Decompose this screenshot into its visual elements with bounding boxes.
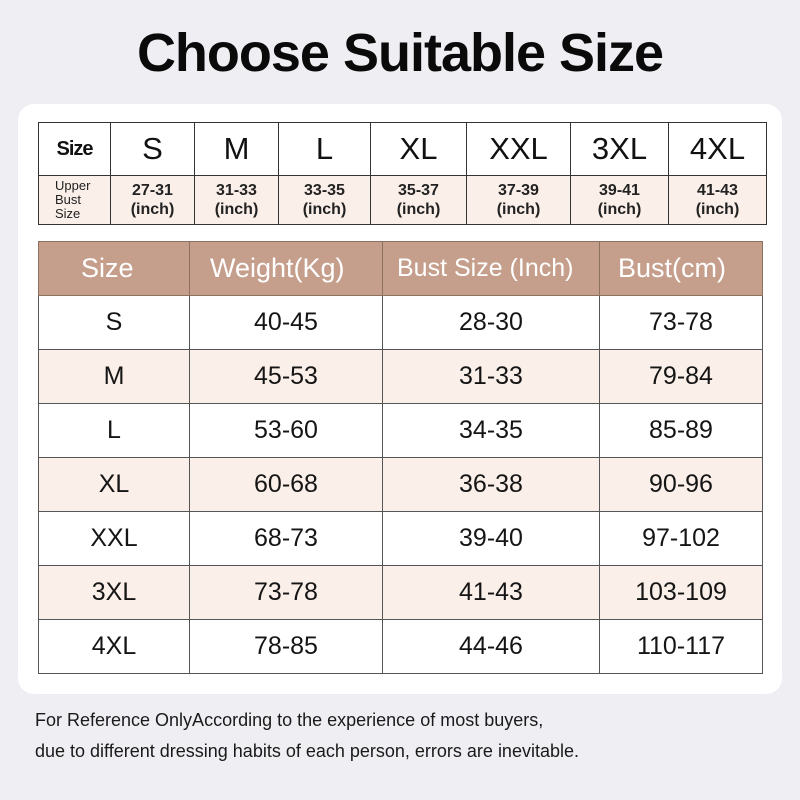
bust-inch-cell: 39-40 — [382, 511, 600, 566]
range-value: 41-43 — [697, 182, 738, 199]
reference-note: due to different dressing habits of each… — [35, 741, 579, 761]
weight-cell: 40-45 — [189, 295, 383, 350]
table-row: L 53-60 34-35 85-89 — [38, 403, 763, 458]
weight-cell: 78-85 — [189, 619, 383, 674]
size-cell: L — [38, 403, 190, 458]
upper-bust-label-line: Bust — [55, 192, 82, 207]
table-row: XXL 68-73 39-40 97-102 — [38, 511, 763, 566]
bust-cm-cell: 90-96 — [599, 457, 763, 512]
range-unit: (inch) — [396, 201, 441, 218]
size-cell: M — [194, 122, 279, 176]
header-bust-cm: Bust(cm) — [599, 241, 763, 296]
range-unit: (inch) — [130, 201, 175, 218]
upper-bust-range-row: Upper Bust Size 27-31 (inch) 31-33 (inch) … — [38, 175, 767, 225]
range-value: 33-35 — [304, 182, 345, 199]
size-cell: 3XL — [570, 122, 669, 176]
bust-cm-cell: 110-117 — [599, 619, 763, 674]
weight-cell: 73-78 — [189, 565, 383, 620]
range-cell: 39-41 (inch) — [570, 175, 669, 225]
range-value: 39-41 — [599, 182, 640, 199]
range-unit: (inch) — [695, 201, 740, 218]
bust-inch-cell: 28-30 — [382, 295, 600, 350]
table-row: 3XL 73-78 41-43 103-109 — [38, 565, 763, 620]
range-value: 27-31 — [132, 182, 173, 199]
page-title: Choose Suitable Size — [136, 23, 664, 83]
reference-note: For Reference OnlyAccording to the exper… — [35, 710, 544, 730]
range-unit: (inch) — [597, 201, 642, 218]
weight-cell: 53-60 — [189, 403, 383, 458]
range-unit: (inch) — [214, 201, 259, 218]
bust-inch-cell: 31-33 — [382, 349, 600, 404]
range-cell: 41-43 (inch) — [668, 175, 767, 225]
table-row: XL 60-68 36-38 90-96 — [38, 457, 763, 512]
size-cell: L — [278, 122, 371, 176]
range-value: 31-33 — [216, 182, 257, 199]
size-cell: XL — [370, 122, 467, 176]
header-weight: Weight(Kg) — [189, 241, 383, 296]
range-cell: 37-39 (inch) — [466, 175, 571, 225]
bust-inch-cell: 36-38 — [382, 457, 600, 512]
size-cell: 3XL — [38, 565, 190, 620]
size-cell: M — [38, 349, 190, 404]
upper-bust-label-line: Upper — [55, 178, 91, 193]
weight-cell: 68-73 — [189, 511, 383, 566]
upper-bust-size-row: Size S M L XL XXL 3XL 4XL — [38, 122, 767, 176]
size-table: Size Weight(Kg) Bust Size (Inch) Bust(cm… — [38, 241, 763, 674]
size-cell: XXL — [38, 511, 190, 566]
range-cell: 27-31 (inch) — [110, 175, 195, 225]
bust-cm-cell: 79-84 — [599, 349, 763, 404]
range-cell: 35-37 (inch) — [370, 175, 467, 225]
size-label: Size — [38, 122, 111, 176]
range-value: 35-37 — [398, 182, 439, 199]
bust-cm-cell: 73-78 — [599, 295, 763, 350]
bust-inch-cell: 34-35 — [382, 403, 600, 458]
header-bust-inch: Bust Size (Inch) — [382, 241, 600, 296]
upper-bust-label-line: Size — [55, 206, 81, 221]
bust-cm-cell: 85-89 — [599, 403, 763, 458]
size-table-header-row: Size Weight(Kg) Bust Size (Inch) Bust(cm… — [38, 241, 763, 296]
size-cell: S — [110, 122, 195, 176]
range-unit: (inch) — [496, 201, 541, 218]
table-row: M 45-53 31-33 79-84 — [38, 349, 763, 404]
table-row: S 40-45 28-30 73-78 — [38, 295, 763, 350]
size-cell: S — [38, 295, 190, 350]
bust-inch-cell: 44-46 — [382, 619, 600, 674]
upper-bust-label: Upper Bust Size — [38, 175, 111, 225]
size-cell: 4XL — [38, 619, 190, 674]
size-cell: XL — [38, 457, 190, 512]
bust-cm-cell: 97-102 — [599, 511, 763, 566]
header-size: Size — [38, 241, 190, 296]
bust-inch-cell: 41-43 — [382, 565, 600, 620]
range-cell: 31-33 (inch) — [194, 175, 279, 225]
weight-cell: 60-68 — [189, 457, 383, 512]
bust-cm-cell: 103-109 — [599, 565, 763, 620]
range-unit: (inch) — [302, 201, 347, 218]
size-cell: XXL — [466, 122, 571, 176]
size-table-body: S 40-45 28-30 73-78 M 45-53 31-33 79-84 L 53-60 34… — [38, 295, 763, 674]
size-cell: 4XL — [668, 122, 767, 176]
upper-bust-table: Size S M L XL XXL 3XL 4XL Upper Bust Siz… — [38, 122, 767, 225]
range-value: 37-39 — [498, 182, 539, 199]
weight-cell: 45-53 — [189, 349, 383, 404]
table-row: 4XL 78-85 44-46 110-117 — [38, 619, 763, 674]
range-cell: 33-35 (inch) — [278, 175, 371, 225]
